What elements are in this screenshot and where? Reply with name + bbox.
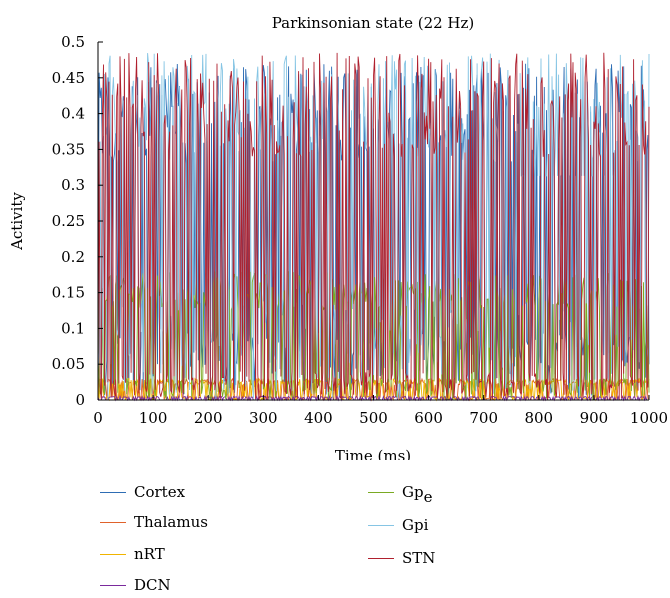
y-tick-label: 0.3: [61, 176, 85, 194]
legend-swatch: [100, 492, 126, 493]
series-line-stn: [97, 52, 650, 401]
y-tick-label: 0.1: [61, 319, 85, 337]
legend-swatch: [100, 522, 126, 523]
legend-swatch: [100, 585, 126, 586]
x-axis-label: Time (ms): [335, 447, 411, 460]
x-tick-label: 0: [93, 409, 103, 427]
y-tick-label: 0.05: [52, 355, 85, 373]
x-tick-label: 400: [304, 409, 333, 427]
legend-label: STN: [402, 549, 436, 567]
legend-label: Gpi: [402, 516, 429, 534]
legend-label: DCN: [134, 576, 171, 594]
series-line-gpi: [97, 53, 650, 400]
chart-canvas: Parkinsonian state (22 Hz) Activity Time…: [8, 14, 669, 460]
y-tick-label: 0.4: [61, 105, 85, 123]
y-tick-label: 0.25: [52, 212, 85, 230]
x-tick-label: 100: [139, 409, 168, 427]
legend-label: Thalamus: [134, 513, 208, 531]
y-tick-label: 0.15: [52, 284, 85, 302]
y-tick-label: 0: [75, 391, 85, 409]
x-tick-label: 600: [414, 409, 443, 427]
y-tick-label: 0.5: [61, 33, 85, 51]
y-tick-label: 0.35: [52, 140, 85, 158]
x-tick-label: 800: [524, 409, 553, 427]
legend-label: Cortex: [134, 483, 186, 501]
x-tick-label: 300: [249, 409, 278, 427]
legend-swatch: [100, 554, 126, 555]
axes: 0 100 200 300 400 500 600 700 800 900 1000 0 0.05 0.1…: [52, 33, 669, 427]
x-tick-label: 500: [359, 409, 388, 427]
legend-swatch: [368, 492, 394, 493]
x-tick-label: 200: [194, 409, 223, 427]
x-tick-label: 900: [580, 409, 609, 427]
legend-swatch: [368, 525, 394, 526]
x-tick-label: 1000: [630, 409, 668, 427]
legend-label-main: Gp: [402, 483, 424, 501]
y-tick-label: 0.45: [52, 69, 85, 87]
chart-title: Parkinsonian state (22 Hz): [272, 14, 475, 32]
x-tick-label: 700: [469, 409, 498, 427]
y-tick-label: 0.2: [61, 248, 85, 266]
legend-swatch: [368, 558, 394, 559]
legend-label: Gpe: [402, 482, 432, 507]
legend-label: nRT: [134, 545, 165, 563]
y-axis-label: Activity: [8, 192, 26, 251]
plot-area: [97, 52, 650, 402]
legend-label-subscript: e: [423, 488, 433, 506]
